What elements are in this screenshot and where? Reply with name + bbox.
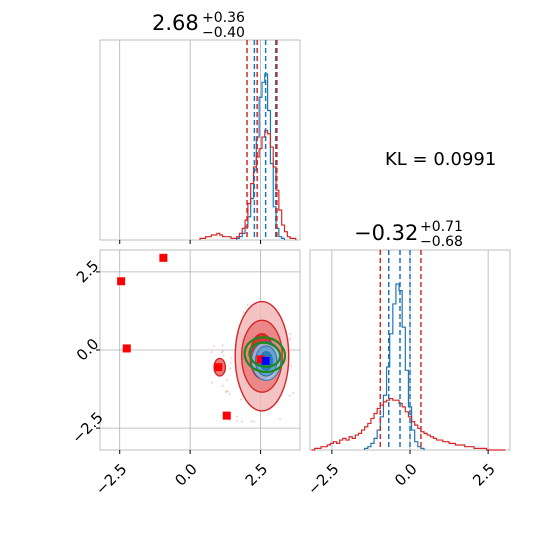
sample-point bbox=[212, 345, 215, 348]
sample-point bbox=[242, 311, 245, 313]
histogram-grid bbox=[119, 40, 261, 240]
x-tick-label: −2.5 bbox=[304, 460, 342, 498]
histogram-frame bbox=[99, 39, 301, 241]
histogram-step-red bbox=[311, 397, 506, 451]
title-median: −0.32 bbox=[354, 221, 418, 245]
title-lower: −0.68 bbox=[420, 234, 463, 250]
green-contour-line bbox=[248, 341, 282, 368]
histogram-panel-param-1: 2.68 +0.36 −0.40 bbox=[99, 10, 301, 244]
sample-point bbox=[222, 354, 225, 357]
x-tick-label: −2.5 bbox=[92, 460, 130, 498]
x-tick-label: 2.5 bbox=[469, 460, 499, 490]
contour-panel: −2.5 0.0 2.5 −2.5 0.0 2.5 bbox=[68, 249, 301, 499]
sample-point bbox=[229, 367, 232, 370]
x-tick-label: 2.5 bbox=[242, 460, 272, 490]
sample-point bbox=[292, 391, 295, 394]
blue-square-marker bbox=[261, 356, 270, 365]
sample-point bbox=[250, 420, 253, 423]
sample-point bbox=[228, 392, 231, 395]
histogram-panel-param-2: −2.5 0.0 2.5 −0.32 +0.71 −0.68 bbox=[304, 219, 511, 499]
sample-point bbox=[230, 357, 233, 360]
y-tick-label: 0.0 bbox=[73, 335, 103, 365]
sample-point bbox=[211, 381, 214, 384]
red-square-marker bbox=[222, 411, 231, 420]
sample-point bbox=[239, 398, 242, 401]
sample-point bbox=[228, 419, 231, 422]
title-lower: −0.40 bbox=[202, 25, 245, 41]
sample-point bbox=[221, 344, 224, 346]
green-contour-line bbox=[243, 336, 287, 374]
sample-point bbox=[279, 418, 281, 420]
title-upper: +0.71 bbox=[420, 219, 463, 235]
sample-point bbox=[288, 394, 291, 397]
title-median: 2.68 bbox=[152, 11, 199, 35]
sample-point bbox=[224, 391, 227, 394]
red-square-marker bbox=[256, 355, 265, 364]
sample-point bbox=[246, 304, 249, 306]
sample-point bbox=[221, 350, 224, 353]
sample-point bbox=[210, 351, 213, 354]
title-upper: +0.36 bbox=[202, 10, 245, 26]
x-tick-label: 0.0 bbox=[391, 460, 421, 490]
red-square-marker bbox=[214, 363, 223, 372]
x-ticks: −2.5 0.0 2.5 bbox=[304, 450, 499, 499]
quantile-lines bbox=[246, 40, 278, 240]
sample-point bbox=[289, 333, 291, 335]
sample-point bbox=[221, 384, 224, 387]
sample-point bbox=[235, 415, 238, 418]
histogram-step-blue bbox=[364, 283, 425, 450]
histogram-step-red bbox=[199, 129, 297, 240]
x-ticks: −2.5 0.0 2.5 bbox=[92, 450, 271, 499]
point-markers bbox=[117, 253, 270, 420]
x-tick-label: 0.0 bbox=[171, 460, 201, 490]
histogram-series bbox=[311, 283, 506, 451]
red-square-marker bbox=[117, 277, 126, 286]
kl-annotation: KL = 0.0991 bbox=[385, 149, 496, 170]
sample-point bbox=[290, 364, 293, 367]
red-square-marker bbox=[122, 344, 131, 353]
sample-point bbox=[241, 420, 243, 423]
sample-point bbox=[229, 362, 232, 364]
y-tick-label: 2.5 bbox=[73, 257, 103, 287]
green-contours bbox=[243, 336, 287, 374]
red-square-marker bbox=[159, 253, 168, 262]
x-ticks bbox=[119, 240, 262, 244]
quantile-lines bbox=[379, 250, 422, 450]
sample-point bbox=[289, 337, 292, 340]
sample-point bbox=[226, 378, 229, 381]
sample-point bbox=[253, 420, 256, 423]
sample-point bbox=[236, 419, 238, 422]
